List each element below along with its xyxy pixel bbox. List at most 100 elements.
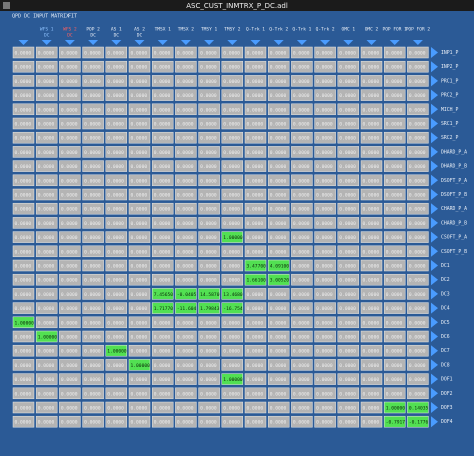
matrix-cell[interactable]: [383, 316, 406, 329]
matrix-cell[interactable]: [175, 401, 197, 414]
matrix-cell[interactable]: [59, 330, 81, 343]
matrix-cell[interactable]: [314, 330, 336, 343]
matrix-cell[interactable]: [407, 146, 429, 158]
matrix-cell[interactable]: [82, 117, 104, 130]
matrix-cell[interactable]: [105, 316, 128, 329]
matrix-cell[interactable]: [314, 75, 336, 87]
matrix-cell[interactable]: [291, 202, 313, 215]
column-arrow[interactable]: [273, 40, 284, 45]
matrix-cell[interactable]: [407, 401, 429, 414]
matrix-cell[interactable]: [175, 75, 197, 87]
matrix-cell[interactable]: [267, 160, 290, 172]
matrix-cell[interactable]: [360, 231, 383, 243]
matrix-cell[interactable]: [407, 188, 429, 201]
matrix-cell[interactable]: [12, 302, 35, 314]
matrix-cell[interactable]: [267, 46, 290, 59]
matrix-cell[interactable]: [407, 75, 429, 87]
matrix-cell[interactable]: [360, 359, 383, 371]
matrix-cell[interactable]: [175, 217, 197, 229]
matrix-cell[interactable]: [82, 302, 104, 314]
matrix-cell[interactable]: [105, 75, 128, 87]
matrix-cell[interactable]: [267, 245, 290, 258]
matrix-cell[interactable]: [59, 160, 81, 172]
matrix-cell[interactable]: [360, 202, 383, 215]
column-arrow[interactable]: [389, 40, 400, 45]
matrix-cell[interactable]: [151, 259, 174, 272]
matrix-cell[interactable]: [105, 273, 128, 286]
matrix-cell[interactable]: [175, 415, 197, 428]
matrix-cell[interactable]: [314, 103, 336, 116]
matrix-cell[interactable]: [105, 174, 128, 187]
matrix-cell[interactable]: [35, 60, 58, 73]
column-arrow[interactable]: [41, 40, 52, 45]
matrix-cell[interactable]: [35, 316, 58, 329]
matrix-cell[interactable]: [244, 202, 267, 215]
matrix-cell[interactable]: [407, 174, 429, 187]
matrix-cell[interactable]: [12, 60, 35, 73]
matrix-cell[interactable]: [128, 273, 151, 286]
matrix-cell[interactable]: [244, 231, 267, 243]
matrix-cell[interactable]: [82, 103, 104, 116]
matrix-cell[interactable]: [59, 387, 81, 400]
column-arrow[interactable]: [366, 40, 377, 45]
matrix-cell[interactable]: [198, 259, 220, 272]
matrix-cell[interactable]: [12, 330, 35, 343]
matrix-cell[interactable]: [35, 46, 58, 59]
matrix-cell[interactable]: [128, 316, 151, 329]
matrix-cell[interactable]: [267, 373, 290, 385]
matrix-cell[interactable]: [105, 245, 128, 258]
matrix-cell[interactable]: [59, 245, 81, 258]
matrix-cell[interactable]: [244, 387, 267, 400]
matrix-cell[interactable]: [407, 217, 429, 229]
matrix-cell[interactable]: [244, 330, 267, 343]
matrix-cell[interactable]: [12, 217, 35, 229]
matrix-cell[interactable]: [59, 89, 81, 101]
matrix-cell[interactable]: [35, 231, 58, 243]
row-arrow[interactable]: [431, 75, 438, 87]
matrix-cell[interactable]: [221, 60, 244, 73]
row-arrow[interactable]: [431, 402, 438, 413]
matrix-cell[interactable]: [105, 373, 128, 385]
matrix-cell[interactable]: [244, 401, 267, 414]
matrix-cell[interactable]: [267, 316, 290, 329]
matrix-cell[interactable]: [105, 217, 128, 229]
matrix-cell[interactable]: [128, 75, 151, 87]
matrix-cell[interactable]: [128, 330, 151, 343]
matrix-cell[interactable]: [314, 89, 336, 101]
matrix-cell[interactable]: [175, 160, 197, 172]
matrix-cell[interactable]: [383, 231, 406, 243]
matrix-cell[interactable]: [314, 316, 336, 329]
matrix-cell[interactable]: [151, 188, 174, 201]
matrix-cell[interactable]: [128, 259, 151, 272]
matrix-cell[interactable]: [337, 288, 360, 300]
column-arrow[interactable]: [250, 40, 261, 45]
matrix-cell[interactable]: [105, 302, 128, 314]
matrix-cell[interactable]: [221, 415, 244, 428]
matrix-cell[interactable]: [12, 131, 35, 144]
matrix-cell[interactable]: [128, 245, 151, 258]
matrix-cell[interactable]: [314, 415, 336, 428]
matrix-cell[interactable]: [337, 89, 360, 101]
matrix-cell[interactable]: [221, 273, 244, 286]
matrix-cell[interactable]: [291, 245, 313, 258]
matrix-cell[interactable]: [267, 188, 290, 201]
matrix-cell[interactable]: [360, 160, 383, 172]
matrix-cell[interactable]: [360, 131, 383, 144]
matrix-cell[interactable]: [291, 359, 313, 371]
matrix-cell[interactable]: [314, 401, 336, 414]
column-arrow[interactable]: [412, 40, 423, 45]
matrix-cell[interactable]: [221, 302, 244, 314]
matrix-cell[interactable]: [383, 330, 406, 343]
matrix-cell[interactable]: [35, 131, 58, 144]
matrix-cell[interactable]: [267, 302, 290, 314]
matrix-cell[interactable]: [35, 146, 58, 158]
matrix-cell[interactable]: [407, 316, 429, 329]
matrix-cell[interactable]: [12, 75, 35, 87]
matrix-cell[interactable]: [267, 273, 290, 286]
matrix-cell[interactable]: [105, 103, 128, 116]
matrix-cell[interactable]: [82, 131, 104, 144]
matrix-cell[interactable]: [175, 344, 197, 357]
matrix-cell[interactable]: [35, 174, 58, 187]
matrix-cell[interactable]: [221, 202, 244, 215]
row-arrow[interactable]: [431, 160, 438, 172]
